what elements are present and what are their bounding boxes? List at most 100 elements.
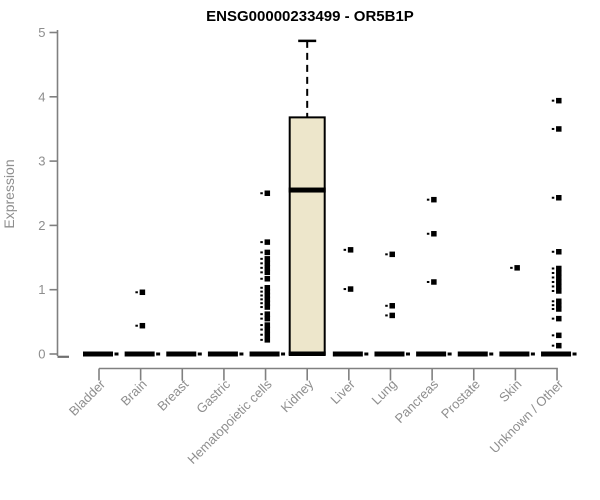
chart-title: ENSG00000233499 - OR5B1P bbox=[206, 8, 414, 25]
category-label: Bladder bbox=[66, 376, 109, 419]
outlier-point bbox=[264, 265, 271, 271]
outlier-dash bbox=[260, 317, 263, 320]
y-tick-label: 2 bbox=[38, 218, 45, 233]
outlier-point bbox=[389, 303, 395, 309]
outlier-dash bbox=[551, 196, 555, 199]
outlier-point bbox=[264, 304, 271, 310]
outlier-point bbox=[556, 288, 562, 294]
outlier-point bbox=[264, 190, 271, 196]
zero-boxplot-cap bbox=[530, 352, 535, 356]
outlier-dash bbox=[260, 333, 263, 336]
outlier-point bbox=[514, 265, 520, 271]
outlier-dash bbox=[551, 334, 555, 337]
outlier-dash bbox=[426, 232, 430, 235]
outlier-dash bbox=[551, 289, 555, 292]
outlier-dash bbox=[551, 271, 555, 274]
outlier-point bbox=[139, 289, 146, 296]
outlier-dash bbox=[260, 257, 263, 260]
zero-boxplot-bar bbox=[416, 351, 447, 357]
category-label: Unknown / Other bbox=[487, 376, 567, 456]
zero-boxplot-bar bbox=[457, 351, 488, 357]
outlier-point bbox=[264, 300, 271, 306]
zero-boxplot-bar bbox=[83, 351, 113, 357]
category-label: Kidney bbox=[278, 376, 317, 415]
zero-boxplot-bar bbox=[332, 351, 363, 357]
outlier-point bbox=[264, 249, 271, 256]
outlier-point bbox=[264, 269, 271, 276]
outlier-dash bbox=[260, 251, 263, 254]
zero-boxplot-cap bbox=[197, 352, 202, 356]
category-label: Prostate bbox=[438, 377, 483, 422]
y-tick-label: 3 bbox=[38, 154, 45, 169]
outlier-dash bbox=[260, 277, 263, 280]
y-tick-label: 1 bbox=[38, 282, 45, 297]
category-label: Breast bbox=[154, 376, 191, 413]
outlier-dash bbox=[551, 317, 555, 320]
outlier-dash bbox=[510, 266, 513, 269]
category-label: Liver bbox=[327, 376, 358, 407]
zero-boxplot-bar bbox=[374, 351, 405, 357]
y-tick-label: 4 bbox=[38, 89, 45, 104]
outlier-point bbox=[556, 265, 562, 272]
outlier-dash bbox=[135, 324, 138, 327]
outlier-dash bbox=[260, 286, 263, 289]
outlier-dash bbox=[551, 344, 555, 347]
zero-boxplot-cap bbox=[447, 352, 452, 356]
outlier-dash bbox=[260, 271, 263, 274]
zero-boxplot-cap bbox=[405, 352, 410, 356]
outlier-dash bbox=[260, 324, 263, 327]
outlier-point bbox=[347, 286, 354, 292]
outlier-point bbox=[264, 288, 271, 295]
outlier-point bbox=[556, 283, 562, 290]
zero-boxplot-bar bbox=[541, 351, 572, 357]
outlier-point bbox=[556, 302, 562, 308]
outlier-dash bbox=[260, 192, 263, 195]
outlier-dash bbox=[551, 267, 555, 270]
outlier-dash bbox=[260, 262, 263, 265]
y-tick-label: 5 bbox=[38, 25, 45, 40]
box-bottom-edge bbox=[288, 351, 326, 356]
outlier-dash bbox=[551, 300, 555, 303]
zero-boxplot-bar bbox=[166, 351, 197, 357]
outlier-dash bbox=[260, 294, 263, 297]
outlier-point bbox=[264, 322, 271, 328]
y-axis-label: Expression bbox=[1, 159, 17, 228]
outlier-point bbox=[431, 279, 437, 285]
outlier-dash bbox=[260, 313, 263, 316]
outlier-dash bbox=[551, 250, 555, 253]
outlier-point bbox=[556, 249, 562, 255]
outlier-dash bbox=[426, 198, 430, 201]
outlier-point bbox=[556, 279, 562, 285]
outlier-dash bbox=[385, 253, 388, 256]
zero-boxplot-cap bbox=[281, 352, 286, 356]
outlier-dash bbox=[260, 306, 263, 309]
zero-boxplot-cap bbox=[572, 352, 577, 356]
outlier-dash bbox=[551, 304, 555, 307]
outlier-point bbox=[347, 247, 354, 253]
box-median-line bbox=[288, 187, 326, 193]
outlier-point bbox=[264, 311, 271, 317]
category-label: Pancreas bbox=[392, 376, 442, 426]
outlier-point bbox=[556, 126, 562, 132]
box-iqr bbox=[288, 116, 326, 355]
outlier-point bbox=[431, 231, 437, 237]
outlier-point bbox=[264, 256, 271, 262]
outlier-point bbox=[389, 251, 395, 258]
zero-boxplot-cap bbox=[239, 352, 244, 356]
outlier-dash bbox=[343, 248, 347, 251]
zero-boxplot-cap bbox=[114, 352, 119, 356]
outlier-dash bbox=[551, 307, 555, 310]
outlier-point bbox=[556, 274, 562, 281]
zero-boxplot-bar bbox=[207, 351, 238, 357]
outlier-dash bbox=[385, 304, 388, 307]
outlier-point bbox=[264, 331, 271, 338]
outlier-point bbox=[139, 322, 146, 329]
category-label: Gastric bbox=[193, 376, 233, 416]
outlier-point bbox=[556, 315, 562, 322]
outlier-point bbox=[264, 292, 271, 299]
outlier-point bbox=[264, 276, 271, 282]
outlier-dash bbox=[426, 280, 430, 283]
category-label: Lung bbox=[369, 377, 400, 408]
